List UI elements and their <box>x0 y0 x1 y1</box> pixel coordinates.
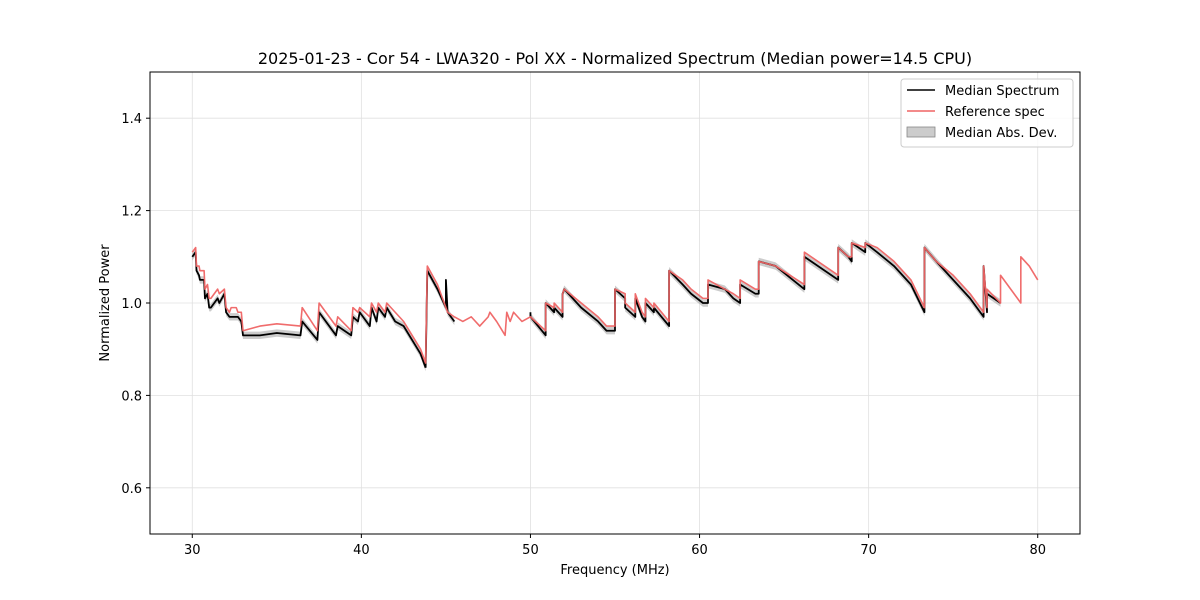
median-spectrum-line <box>529 242 1002 337</box>
legend-box <box>900 78 1074 148</box>
x-tick-label: 80 <box>1029 543 1046 558</box>
x-tick-label: 50 <box>522 543 539 558</box>
x-tick-label: 60 <box>691 543 708 558</box>
legend: Median Spectrum Reference spec Median Ab… <box>900 78 1074 148</box>
legend-label-median-spectrum: Median Spectrum <box>945 84 1059 99</box>
x-tick-label: 40 <box>353 543 370 558</box>
x-tick-label: 70 <box>860 543 877 558</box>
y-tick-label: 0.6 <box>121 482 142 497</box>
y-tick-label: 1.2 <box>121 205 142 220</box>
y-tick-label: 1.4 <box>121 112 142 127</box>
series-layer <box>191 242 1039 368</box>
y-tick-label: 1.0 <box>121 297 142 312</box>
y-axis-ticks: 0.6 0.8 1.0 1.2 1.4 <box>121 112 150 497</box>
legend-label-reference-spec: Reference spec <box>945 105 1045 120</box>
reference-spec-line <box>191 242 1039 364</box>
y-axis-title: Normalized Power <box>98 244 113 362</box>
legend-label-mad: Median Abs. Dev. <box>945 126 1057 141</box>
legend-swatch-mad <box>906 126 936 138</box>
x-axis-ticks: 30 40 50 60 70 80 <box>184 534 1046 558</box>
x-axis-title: Frequency (MHz) <box>560 563 669 578</box>
y-tick-label: 0.8 <box>121 389 142 404</box>
chart-title: 2025-01-23 - Cor 54 - LWA320 - Pol XX - … <box>258 49 972 68</box>
x-tick-label: 30 <box>184 543 201 558</box>
median-spectrum-line <box>191 251 427 368</box>
